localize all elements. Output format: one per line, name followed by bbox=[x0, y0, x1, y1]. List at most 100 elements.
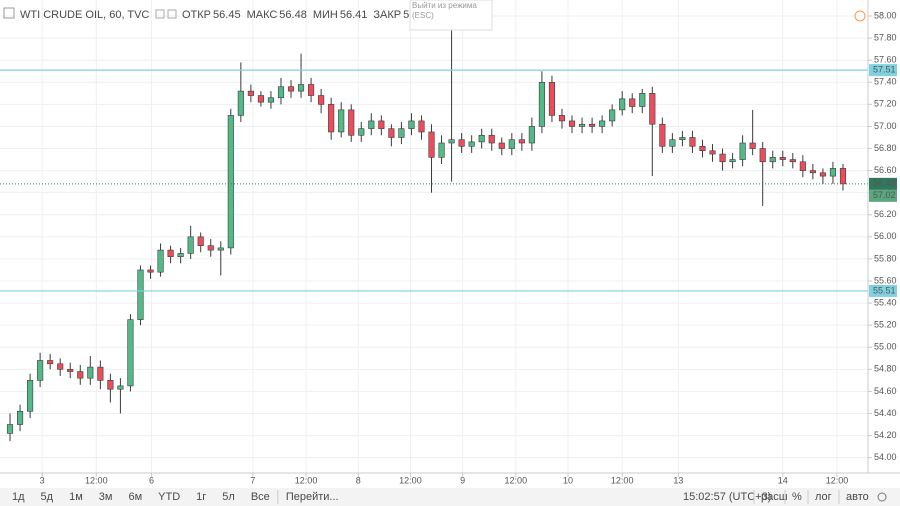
candle-body bbox=[809, 170, 816, 174]
y-tick-label: 57.20 bbox=[874, 99, 897, 109]
scale-option[interactable]: % bbox=[792, 491, 802, 503]
y-tick-label: 55.00 bbox=[874, 342, 897, 352]
y-tick-label: 54.60 bbox=[874, 386, 897, 396]
x-tick-label: 12:00 bbox=[505, 475, 528, 485]
range-button[interactable]: 1д bbox=[12, 491, 25, 503]
y-tick-label: 57.80 bbox=[874, 32, 897, 42]
last-price-label: 56.48 bbox=[873, 178, 896, 188]
candle-body bbox=[508, 139, 515, 149]
eye-icon[interactable] bbox=[155, 9, 165, 19]
y-tick-label: 56.60 bbox=[874, 165, 897, 175]
stat-value: 56.45 bbox=[213, 9, 241, 21]
candle-body bbox=[719, 153, 726, 163]
range-button[interactable]: YTD bbox=[158, 491, 180, 503]
candle-body bbox=[749, 142, 756, 149]
candle-body bbox=[839, 168, 847, 185]
candle-body bbox=[378, 120, 385, 129]
candle-body bbox=[388, 128, 395, 138]
clock: 15:02:57 (UTC+3) bbox=[683, 491, 771, 503]
candle-body bbox=[448, 139, 455, 144]
candle-body bbox=[699, 146, 706, 152]
scale-option[interactable]: лог bbox=[815, 491, 832, 503]
settings-icon[interactable] bbox=[167, 9, 177, 19]
candle-body bbox=[578, 123, 586, 127]
scale-option[interactable]: авто bbox=[846, 491, 869, 503]
y-tick-label: 54.40 bbox=[874, 408, 897, 418]
range-button[interactable]: Все bbox=[251, 491, 270, 503]
candle-body bbox=[739, 142, 746, 160]
price-tag-label: 55.51 bbox=[873, 285, 896, 295]
candle-body bbox=[97, 366, 104, 381]
x-tick-label: 12:00 bbox=[826, 475, 849, 485]
candle-body bbox=[458, 139, 465, 147]
x-tick-label: 3 bbox=[40, 475, 45, 485]
candle-body bbox=[488, 134, 495, 144]
candle-body bbox=[779, 157, 786, 160]
x-tick-label: 10 bbox=[563, 475, 573, 485]
candle-body bbox=[16, 410, 24, 425]
price-tag-label: 57.51 bbox=[873, 65, 896, 75]
candle-body bbox=[57, 363, 64, 370]
candle-body bbox=[117, 385, 124, 390]
candle-body bbox=[729, 159, 736, 163]
x-tick-label: 13 bbox=[673, 475, 683, 485]
range-button[interactable]: 1г bbox=[196, 491, 206, 503]
stat-label: МАКС bbox=[247, 9, 278, 21]
candle-body bbox=[548, 81, 556, 116]
x-tick-label: 6 bbox=[149, 475, 154, 485]
tooltip: Выйти из режима (ESC) bbox=[412, 1, 477, 20]
x-tick-label: 8 bbox=[356, 475, 361, 485]
y-tick-label: 58.00 bbox=[874, 10, 897, 20]
range-button[interactable]: 5л bbox=[222, 491, 235, 503]
candle-body bbox=[498, 142, 505, 149]
range-button[interactable]: 5д bbox=[41, 491, 54, 503]
candle-body bbox=[769, 157, 776, 163]
candle-body bbox=[759, 148, 766, 163]
candle-body bbox=[639, 93, 646, 107]
candle-body bbox=[308, 84, 315, 96]
candle-body bbox=[318, 95, 325, 105]
range-button[interactable]: 6м bbox=[128, 491, 142, 503]
alert-icon[interactable] bbox=[854, 10, 866, 22]
candle-body bbox=[819, 172, 826, 177]
candle-body bbox=[77, 371, 84, 379]
candle-body bbox=[6, 424, 14, 434]
candle-body bbox=[368, 120, 375, 129]
x-tick-label: 12:00 bbox=[85, 475, 108, 485]
candle-body bbox=[328, 104, 335, 133]
candle-body bbox=[187, 236, 194, 254]
candle-body bbox=[157, 249, 164, 273]
candle-body bbox=[649, 93, 656, 125]
stat-label: МИН bbox=[313, 9, 338, 21]
candle-body bbox=[237, 90, 244, 116]
candle-body bbox=[709, 150, 716, 155]
x-tick-label: 9 bbox=[460, 475, 465, 485]
candle-body bbox=[27, 380, 34, 412]
candle-body bbox=[609, 109, 616, 122]
y-tick-label: 57.60 bbox=[874, 55, 897, 65]
candle-body bbox=[87, 366, 94, 379]
candle-body bbox=[137, 269, 144, 320]
y-tick-label: 55.60 bbox=[874, 275, 897, 285]
y-tick-label: 56.00 bbox=[874, 231, 897, 241]
range-button[interactable]: Перейти... bbox=[286, 491, 339, 503]
candle-body bbox=[217, 247, 224, 251]
scale-option[interactable]: расш bbox=[761, 491, 788, 503]
candle-body bbox=[267, 97, 275, 103]
y-tick-label: 56.20 bbox=[874, 209, 897, 219]
menu-icon[interactable] bbox=[3, 7, 15, 19]
candle-body bbox=[829, 168, 837, 177]
candle-body bbox=[177, 253, 184, 258]
candle-body bbox=[338, 109, 345, 133]
price-tag bbox=[869, 64, 897, 77]
tooltip-wrap: Выйти из режима (ESC) bbox=[412, 1, 477, 20]
candle-body bbox=[799, 161, 806, 171]
candle-body bbox=[47, 360, 54, 365]
range-button[interactable]: 1м bbox=[69, 491, 83, 503]
candle-body bbox=[37, 360, 44, 381]
range-button[interactable]: 3м bbox=[99, 491, 113, 503]
settings-gear[interactable] bbox=[877, 492, 887, 502]
